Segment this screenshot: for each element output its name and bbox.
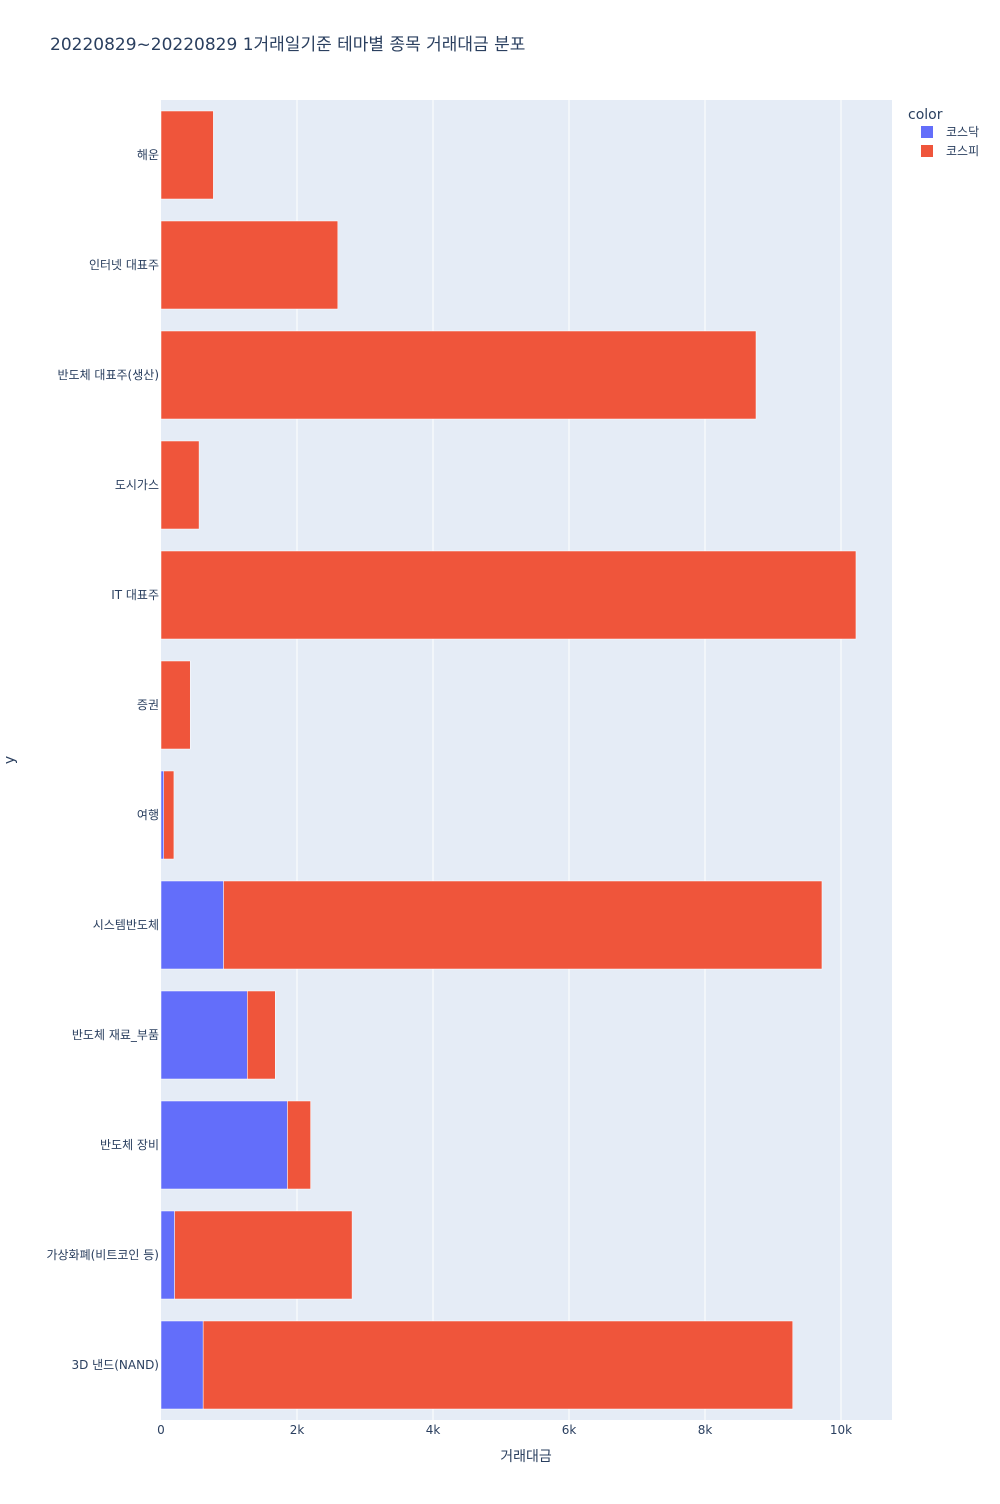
plot-area — [161, 100, 892, 1420]
y-category-label: 반도체 재료_부품 — [72, 1028, 159, 1042]
y-category-labels: 3D 낸드(NAND) 가상화폐(비트코인 등) 반도체 장비 반도체 재료_부품 시스… — [46, 148, 159, 1372]
legend-swatch — [921, 126, 933, 138]
x-tick-label: 6k — [562, 1423, 577, 1437]
bar-kospi — [163, 770, 175, 860]
bar-kospi — [160, 440, 200, 530]
bar-kosdaq — [160, 770, 164, 860]
legend-title: color — [908, 107, 943, 123]
y-category-label: 증권 — [137, 698, 159, 712]
bar-kospi — [287, 1100, 311, 1190]
x-tick-label: 8k — [698, 1423, 713, 1437]
bar-kospi — [160, 660, 191, 750]
bar-kospi — [174, 1210, 353, 1300]
legend-label: 코스피 — [946, 144, 979, 158]
bar-kosdaq — [160, 1210, 175, 1300]
bar-kospi — [160, 220, 339, 310]
y-category-label: 해운 — [137, 148, 159, 162]
y-category-label: 인터넷 대표주 — [89, 258, 159, 272]
x-tick-labels: 0 2k 4k 6k 8k 10k — [157, 1423, 852, 1437]
y-axis-title: y — [2, 756, 18, 764]
y-category-label: 가상화폐(비트코인 등) — [46, 1248, 159, 1262]
y-category-label: 3D 낸드(NAND) — [71, 1358, 159, 1372]
bar-kosdaq — [160, 880, 224, 970]
bar-kospi — [247, 990, 276, 1080]
bar-kospi — [202, 1320, 793, 1410]
y-category-label: 도시가스 — [115, 478, 159, 492]
y-category-label: 시스템반도체 — [93, 918, 159, 932]
x-tick-label: 10k — [830, 1423, 852, 1437]
bar-kospi — [223, 880, 823, 970]
y-category-label: 반도체 대표주(생산) — [58, 368, 160, 382]
chart-title: 20220829~20220829 1거래일기준 테마별 종목 거래대금 분포 — [50, 35, 525, 55]
gridlines — [296, 100, 842, 1420]
bar-kospi — [160, 550, 857, 640]
y-category-label: 반도체 장비 — [100, 1138, 159, 1152]
bar-kosdaq — [160, 1100, 288, 1190]
bar-kosdaq — [160, 1320, 204, 1410]
bars — [160, 110, 857, 1410]
x-tick-label: 2k — [290, 1423, 305, 1437]
x-tick-label: 4k — [426, 1423, 441, 1437]
legend-label: 코스닥 — [946, 125, 979, 139]
y-category-label: 여행 — [137, 807, 159, 822]
y-category-label: IT 대표주 — [111, 588, 159, 602]
x-axis-title: 거래대금 — [500, 1449, 552, 1465]
bar-kospi — [160, 110, 214, 200]
legend-swatch — [921, 145, 933, 157]
bar-kospi — [160, 330, 757, 420]
bar-kosdaq — [160, 990, 248, 1080]
x-tick-label: 0 — [157, 1423, 165, 1437]
